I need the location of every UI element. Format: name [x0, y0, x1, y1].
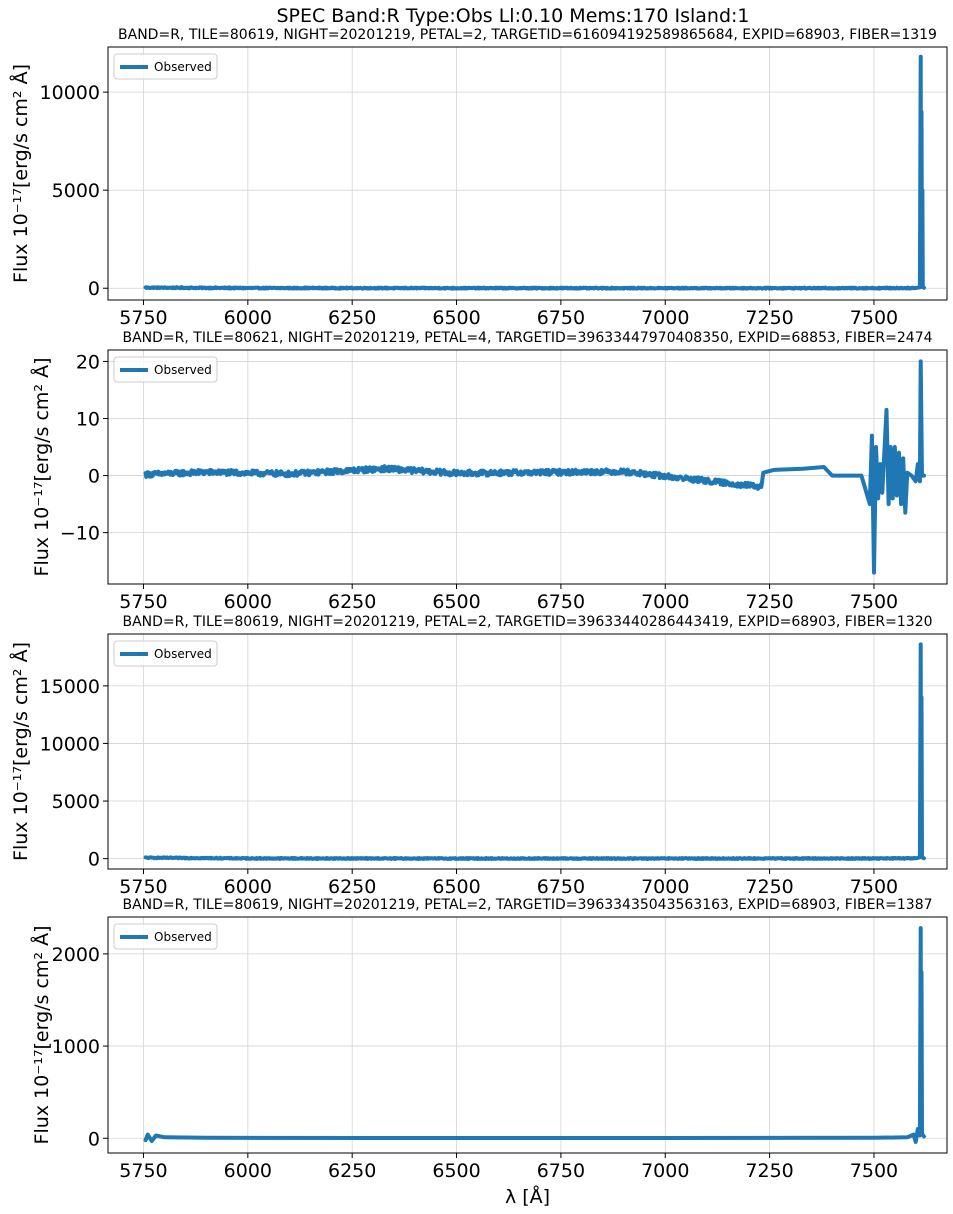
x-tick-label: 7250 [745, 307, 793, 329]
y-tick-label: 5000 [52, 791, 100, 813]
subplots: BAND=R, TILE=80619, NIGHT=20201219, PETA… [9, 27, 948, 1208]
legend-box [113, 53, 218, 80]
y-tick-label: 20 [76, 351, 100, 373]
series-line-observed [143, 359, 926, 575]
legend-label: Observed [154, 60, 212, 74]
y-axis-label: Flux 10⁻¹⁷[erg/s cm² Å] [9, 642, 32, 861]
axes-frame [107, 916, 948, 1154]
subplot-2: BAND=R, TILE=80621, NIGHT=20201219, PETA… [30, 330, 948, 613]
x-tick-label: 7000 [641, 591, 689, 613]
y-axis-label: Flux 10⁻¹⁷[erg/s cm² Å] [30, 358, 53, 577]
x-tick-label: 6750 [537, 307, 585, 329]
y-tick-label: 0 [88, 849, 100, 871]
x-tick-label: 6500 [432, 591, 480, 613]
y-axis-label: Flux 10⁻¹⁷[erg/s cm² Å] [30, 926, 53, 1145]
legend: Observed [113, 53, 218, 80]
x-tick-label: 7500 [850, 307, 898, 329]
x-tick-label: 6750 [537, 1160, 585, 1182]
y-tick-label: −10 [60, 523, 100, 545]
x-tick-label: 6500 [432, 307, 480, 329]
legend-box [113, 356, 218, 383]
x-tick-label: 6250 [328, 307, 376, 329]
x-tick-label: 6750 [537, 876, 585, 898]
x-tick-label: 7000 [641, 1160, 689, 1182]
x-tick-label: 5750 [119, 1160, 167, 1182]
x-tick-label: 6000 [224, 1160, 272, 1182]
x-tick-label: 7500 [850, 876, 898, 898]
subplot-title: BAND=R, TILE=80619, NIGHT=20201219, PETA… [118, 27, 937, 43]
x-tick-label: 6000 [224, 876, 272, 898]
y-tick-label: 10 [76, 408, 100, 430]
x-tick-label: 7500 [850, 1160, 898, 1182]
x-axis-label: λ [Å] [505, 1185, 550, 1208]
axes-frame [107, 349, 948, 585]
legend-label: Observed [154, 647, 212, 661]
x-tick-label: 6000 [224, 591, 272, 613]
y-tick-label: 5000 [52, 180, 100, 202]
y-axis-label: Flux 10⁻¹⁷[erg/s cm² Å] [9, 64, 32, 283]
x-tick-label: 5750 [119, 591, 167, 613]
x-tick-label: 7000 [641, 876, 689, 898]
legend: Observed [113, 640, 218, 667]
x-tick-label: 6000 [224, 307, 272, 329]
x-tick-label: 7000 [641, 307, 689, 329]
subplot-1: BAND=R, TILE=80619, NIGHT=20201219, PETA… [9, 27, 948, 329]
legend-box [113, 923, 218, 950]
y-tick-label: 15000 [40, 676, 100, 698]
subplot-title: BAND=R, TILE=80621, NIGHT=20201219, PETA… [122, 330, 932, 346]
x-tick-label: 6750 [537, 591, 585, 613]
x-tick-label: 7250 [745, 591, 793, 613]
x-tick-label: 6500 [432, 1160, 480, 1182]
subplot-3: BAND=R, TILE=80619, NIGHT=20201219, PETA… [9, 614, 948, 898]
x-tick-label: 5750 [119, 307, 167, 329]
x-tick-label: 6250 [328, 1160, 376, 1182]
legend: Observed [113, 923, 218, 950]
x-tick-label: 5750 [119, 876, 167, 898]
legend-label: Observed [154, 930, 212, 944]
x-tick-label: 6500 [432, 876, 480, 898]
y-tick-label: 10000 [40, 82, 100, 104]
y-tick-label: 0 [88, 466, 100, 488]
axes-frame [107, 46, 948, 301]
x-tick-label: 7500 [850, 591, 898, 613]
subplot-4: BAND=R, TILE=80619, NIGHT=20201219, PETA… [30, 897, 948, 1208]
y-tick-label: 10000 [40, 733, 100, 755]
x-tick-label: 6250 [328, 591, 376, 613]
x-tick-label: 6250 [328, 876, 376, 898]
y-tick-label: 0 [88, 1128, 100, 1150]
legend-label: Observed [154, 363, 212, 377]
y-tick-label: 1000 [52, 1036, 100, 1058]
figure-title: SPEC Band:R Type:Obs Ll:0.10 Mems:170 Is… [276, 5, 749, 27]
legend-box [113, 640, 218, 667]
y-tick-label: 0 [88, 278, 100, 300]
y-tick-label: 2000 [52, 944, 100, 966]
axes-frame [107, 633, 948, 870]
series-line-observed [143, 54, 926, 291]
series-line-observed [143, 642, 926, 861]
subplot-title: BAND=R, TILE=80619, NIGHT=20201219, PETA… [122, 614, 932, 630]
x-tick-label: 7250 [745, 1160, 793, 1182]
x-tick-label: 7250 [745, 876, 793, 898]
series-line-observed [143, 926, 926, 1144]
legend: Observed [113, 356, 218, 383]
subplot-title: BAND=R, TILE=80619, NIGHT=20201219, PETA… [122, 897, 932, 913]
